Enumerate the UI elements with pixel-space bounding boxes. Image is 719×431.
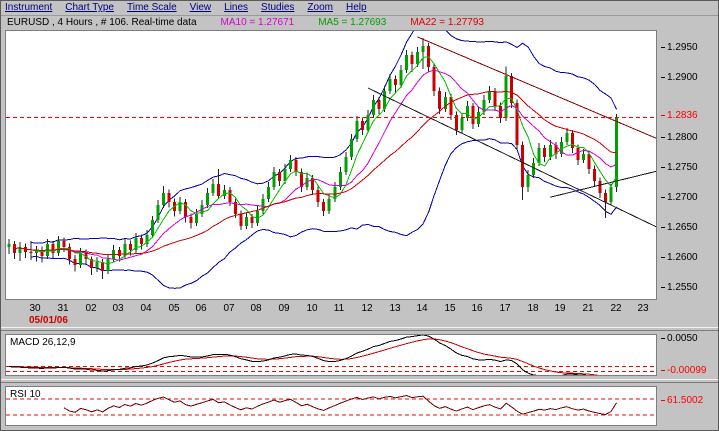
date-tick-label: 22	[610, 303, 622, 314]
chart-header: EURUSD , 4 Hours , # 106. Real-time data…	[7, 17, 484, 29]
menu-item-zoom[interactable]: Zoom	[307, 2, 333, 13]
date-tick-label: 23	[637, 303, 649, 314]
date-tick-label: 30	[29, 303, 41, 314]
menu-item-view[interactable]: View	[189, 2, 212, 13]
date-tick-label: 21	[582, 303, 594, 314]
date-tick-label: 02	[85, 303, 97, 314]
date-tick-label: 09	[278, 303, 290, 314]
price-tick-label: 1.2750	[661, 163, 698, 173]
ma22-legend-label: MA22 = 1.27793	[410, 17, 484, 28]
menu-item-lines[interactable]: Lines	[224, 2, 249, 13]
macd-tick-label: 0.0050	[661, 334, 698, 344]
price-tick-label: 1.2800	[661, 133, 698, 143]
date-tick-label: 31	[57, 303, 69, 314]
date-tick-label: 16	[471, 303, 483, 314]
date-tick-label: 05	[168, 303, 180, 314]
rsi-plot[interactable]	[5, 386, 657, 426]
panel-splitter-macd[interactable]	[1, 327, 718, 331]
date-tick-label: 15	[444, 303, 456, 314]
menu-item-instrument[interactable]: Instrument	[5, 2, 53, 13]
date-tick-label: 08	[250, 303, 262, 314]
date-tick-label: 17	[499, 303, 511, 314]
time-axis: 30 31 02 03 04 05 06 07 08 09 10 11 12 13 14 15 16 17 18 19…	[5, 303, 659, 314]
price-tick-label: 1.2650	[661, 223, 698, 233]
date-tick-label: 11	[333, 303, 345, 314]
macd-tick-label: -0.00099	[661, 366, 706, 376]
date-tick-label: 06	[195, 303, 207, 314]
price-tick-label: 1.2550	[661, 283, 698, 293]
menu-item-chart-type[interactable]: Chart Type	[65, 2, 114, 13]
rsi-tick-label: 61.5002	[661, 396, 703, 406]
rsi-scale: 61.5002	[661, 386, 718, 428]
menu-item-time-scale[interactable]: Time Scale	[126, 2, 177, 13]
menu-bar: Instrument Chart Type Time Scale View Li…	[1, 1, 718, 16]
ma5-legend-label: MA5 = 1.27693	[318, 17, 387, 28]
price-tick-label: 1.2836	[661, 111, 698, 121]
date-tick-label: 03	[112, 303, 124, 314]
macd-scale: 0.0050 -0.00099	[661, 334, 718, 378]
price-tick-label: 1.2600	[661, 253, 698, 263]
date-tick-label: 12	[361, 303, 373, 314]
price-tick-label: 1.2950	[661, 43, 698, 53]
macd-plot[interactable]	[5, 334, 657, 376]
date-tick-label: 04	[140, 303, 152, 314]
date-tick-label: 14	[416, 303, 428, 314]
ma10-legend-label: MA10 = 1.27671	[220, 17, 295, 28]
price-tick-label: 1.2700	[661, 193, 698, 203]
price-chart-plot[interactable]	[5, 30, 657, 300]
instrument-info: EURUSD , 4 Hours , # 106. Real-time data	[7, 17, 197, 28]
price-tick-label: 1.2900	[661, 73, 698, 83]
price-scale: 1.2950 1.2900 1.2836 1.2800 1.2750 1.2700 1.26…	[661, 30, 718, 302]
macd-label: MACD 26,12,9	[10, 337, 76, 348]
date-tick-label: 18	[527, 303, 539, 314]
date-tick-label: 13	[389, 303, 401, 314]
menu-item-studies[interactable]: Studies	[261, 2, 295, 13]
date-marker: 05/01/06	[29, 315, 68, 326]
menu-item-help[interactable]: Help	[345, 2, 367, 13]
date-tick-label: 07	[223, 303, 235, 314]
rsi-label: RSI 10	[10, 389, 41, 400]
date-tick-label: 10	[306, 303, 318, 314]
panel-splitter-rsi[interactable]	[1, 379, 718, 383]
date-tick-label: 19	[554, 303, 566, 314]
